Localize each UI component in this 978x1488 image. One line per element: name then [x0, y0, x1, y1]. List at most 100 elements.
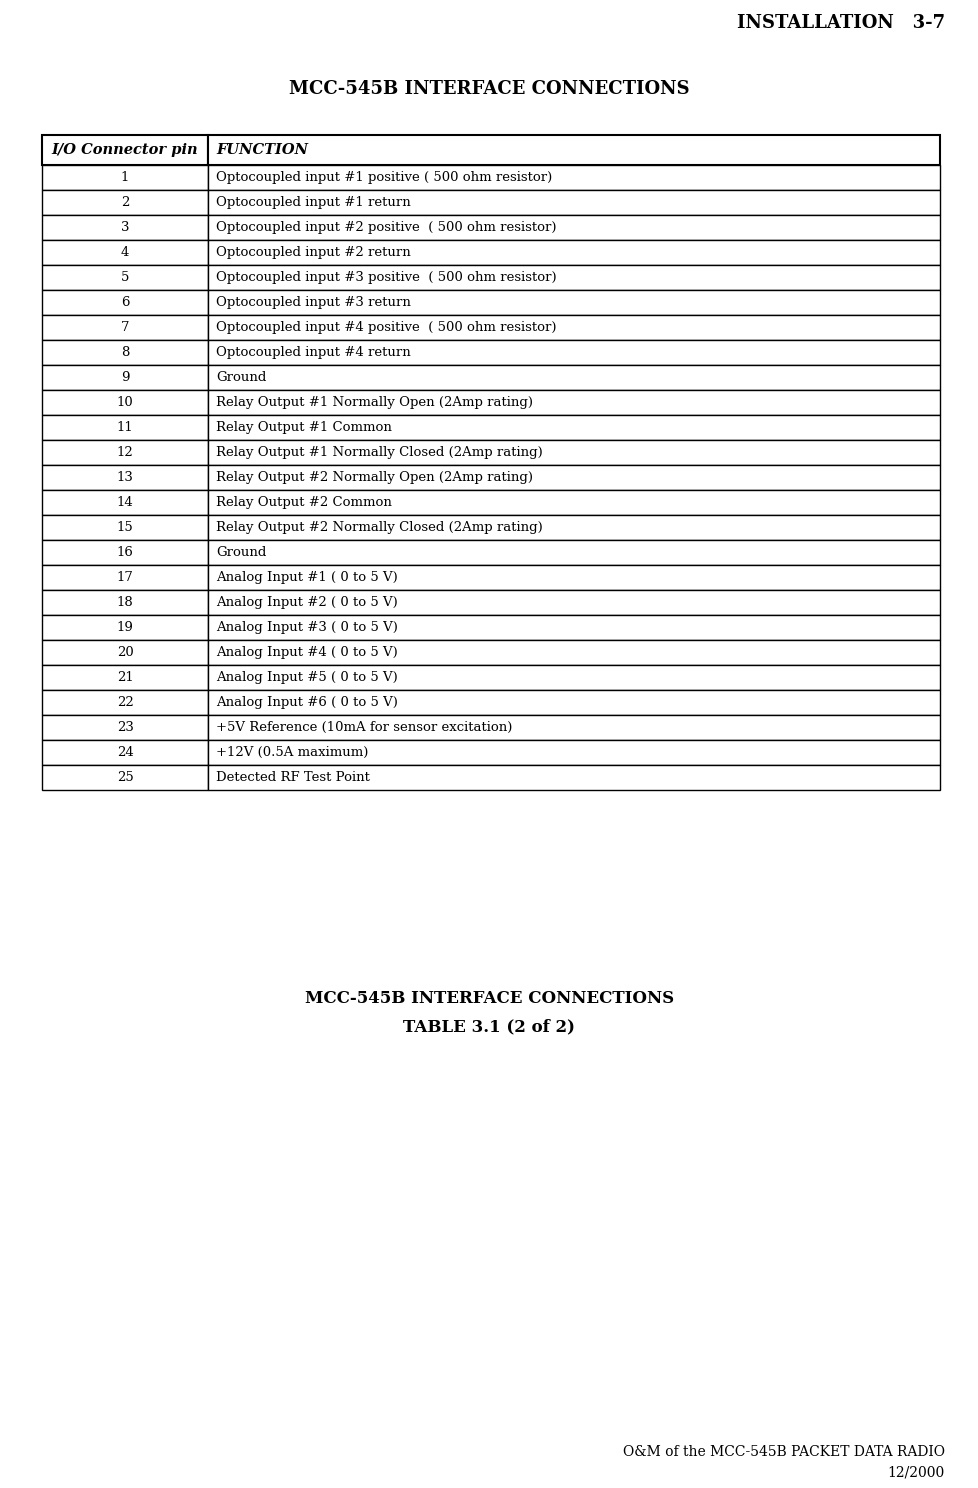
- Text: 16: 16: [116, 546, 133, 559]
- Text: Optocoupled input #2 positive  ( 500 ohm resistor): Optocoupled input #2 positive ( 500 ohm …: [216, 222, 556, 234]
- Bar: [208, 690, 939, 716]
- Bar: [208, 315, 939, 339]
- Text: 9: 9: [120, 371, 129, 384]
- Text: 1: 1: [120, 171, 129, 185]
- Bar: [42, 390, 208, 415]
- Bar: [42, 165, 208, 190]
- Text: I/O Connector pin: I/O Connector pin: [52, 143, 199, 158]
- Bar: [42, 339, 208, 365]
- Text: Analog Input #5 ( 0 to 5 V): Analog Input #5 ( 0 to 5 V): [216, 671, 397, 684]
- Text: 10: 10: [116, 396, 133, 409]
- Text: Analog Input #6 ( 0 to 5 V): Analog Input #6 ( 0 to 5 V): [216, 696, 398, 708]
- Bar: [208, 740, 939, 765]
- Bar: [42, 740, 208, 765]
- Bar: [42, 135, 208, 165]
- Text: TABLE 3.1 (2 of 2): TABLE 3.1 (2 of 2): [403, 1018, 575, 1036]
- Text: +12V (0.5A maximum): +12V (0.5A maximum): [216, 745, 368, 759]
- Bar: [42, 190, 208, 214]
- Text: 24: 24: [116, 745, 133, 759]
- Text: 25: 25: [116, 771, 133, 784]
- Bar: [42, 540, 208, 565]
- Bar: [208, 240, 939, 265]
- Text: Ground: Ground: [216, 371, 266, 384]
- Bar: [42, 591, 208, 615]
- Text: INSTALLATION   3-7: INSTALLATION 3-7: [736, 13, 944, 33]
- Text: 21: 21: [116, 671, 133, 684]
- Text: Detected RF Test Point: Detected RF Test Point: [216, 771, 370, 784]
- Text: Relay Output #2 Normally Open (2Amp rating): Relay Output #2 Normally Open (2Amp rati…: [216, 472, 533, 484]
- Text: 12: 12: [116, 446, 133, 458]
- Text: Relay Output #1 Normally Open (2Amp rating): Relay Output #1 Normally Open (2Amp rati…: [216, 396, 533, 409]
- Bar: [208, 135, 939, 165]
- Text: Optocoupled input #4 positive  ( 500 ohm resistor): Optocoupled input #4 positive ( 500 ohm …: [216, 321, 556, 333]
- Bar: [208, 716, 939, 740]
- Text: 19: 19: [116, 620, 133, 634]
- Bar: [208, 290, 939, 315]
- Bar: [208, 515, 939, 540]
- Bar: [42, 665, 208, 690]
- Bar: [42, 615, 208, 640]
- Bar: [208, 665, 939, 690]
- Bar: [42, 640, 208, 665]
- Text: Analog Input #2 ( 0 to 5 V): Analog Input #2 ( 0 to 5 V): [216, 597, 397, 609]
- Text: Optocoupled input #3 return: Optocoupled input #3 return: [216, 296, 411, 310]
- Bar: [42, 214, 208, 240]
- Text: Relay Output #1 Common: Relay Output #1 Common: [216, 421, 391, 434]
- Text: Relay Output #1 Normally Closed (2Amp rating): Relay Output #1 Normally Closed (2Amp ra…: [216, 446, 543, 458]
- Bar: [208, 591, 939, 615]
- Text: Analog Input #3 ( 0 to 5 V): Analog Input #3 ( 0 to 5 V): [216, 620, 398, 634]
- Bar: [208, 190, 939, 214]
- Bar: [42, 415, 208, 440]
- Bar: [42, 716, 208, 740]
- Bar: [208, 640, 939, 665]
- Bar: [42, 290, 208, 315]
- Text: 18: 18: [116, 597, 133, 609]
- Text: O&M of the MCC-545B PACKET DATA RADIO: O&M of the MCC-545B PACKET DATA RADIO: [622, 1445, 944, 1460]
- Bar: [208, 165, 939, 190]
- Bar: [42, 565, 208, 591]
- Text: 22: 22: [116, 696, 133, 708]
- Bar: [42, 240, 208, 265]
- Text: 3: 3: [120, 222, 129, 234]
- Text: Optocoupled input #3 positive  ( 500 ohm resistor): Optocoupled input #3 positive ( 500 ohm …: [216, 271, 556, 284]
- Text: Optocoupled input #2 return: Optocoupled input #2 return: [216, 246, 411, 259]
- Bar: [208, 440, 939, 464]
- Text: Relay Output #2 Common: Relay Output #2 Common: [216, 496, 391, 509]
- Text: 14: 14: [116, 496, 133, 509]
- Bar: [208, 464, 939, 490]
- Bar: [42, 515, 208, 540]
- Bar: [208, 615, 939, 640]
- Bar: [42, 765, 208, 790]
- Bar: [208, 265, 939, 290]
- Text: 15: 15: [116, 521, 133, 534]
- Bar: [208, 490, 939, 515]
- Text: Optocoupled input #1 positive ( 500 ohm resistor): Optocoupled input #1 positive ( 500 ohm …: [216, 171, 552, 185]
- Bar: [208, 415, 939, 440]
- Text: Analog Input #4 ( 0 to 5 V): Analog Input #4 ( 0 to 5 V): [216, 646, 397, 659]
- Text: 23: 23: [116, 722, 133, 734]
- Bar: [208, 540, 939, 565]
- Text: Relay Output #2 Normally Closed (2Amp rating): Relay Output #2 Normally Closed (2Amp ra…: [216, 521, 543, 534]
- Bar: [208, 390, 939, 415]
- Text: Ground: Ground: [216, 546, 266, 559]
- Text: 12/2000: 12/2000: [887, 1466, 944, 1479]
- Text: 6: 6: [120, 296, 129, 310]
- Text: MCC-545B INTERFACE CONNECTIONS: MCC-545B INTERFACE CONNECTIONS: [289, 80, 689, 98]
- Bar: [208, 339, 939, 365]
- Text: Optocoupled input #4 return: Optocoupled input #4 return: [216, 347, 411, 359]
- Bar: [208, 214, 939, 240]
- Bar: [42, 490, 208, 515]
- Text: 4: 4: [120, 246, 129, 259]
- Text: Analog Input #1 ( 0 to 5 V): Analog Input #1 ( 0 to 5 V): [216, 571, 397, 583]
- Bar: [42, 365, 208, 390]
- Text: 8: 8: [120, 347, 129, 359]
- Text: 13: 13: [116, 472, 133, 484]
- Text: Optocoupled input #1 return: Optocoupled input #1 return: [216, 196, 411, 208]
- Bar: [208, 765, 939, 790]
- Bar: [208, 565, 939, 591]
- Bar: [208, 365, 939, 390]
- Bar: [42, 265, 208, 290]
- Text: 5: 5: [120, 271, 129, 284]
- Bar: [42, 315, 208, 339]
- Text: 17: 17: [116, 571, 133, 583]
